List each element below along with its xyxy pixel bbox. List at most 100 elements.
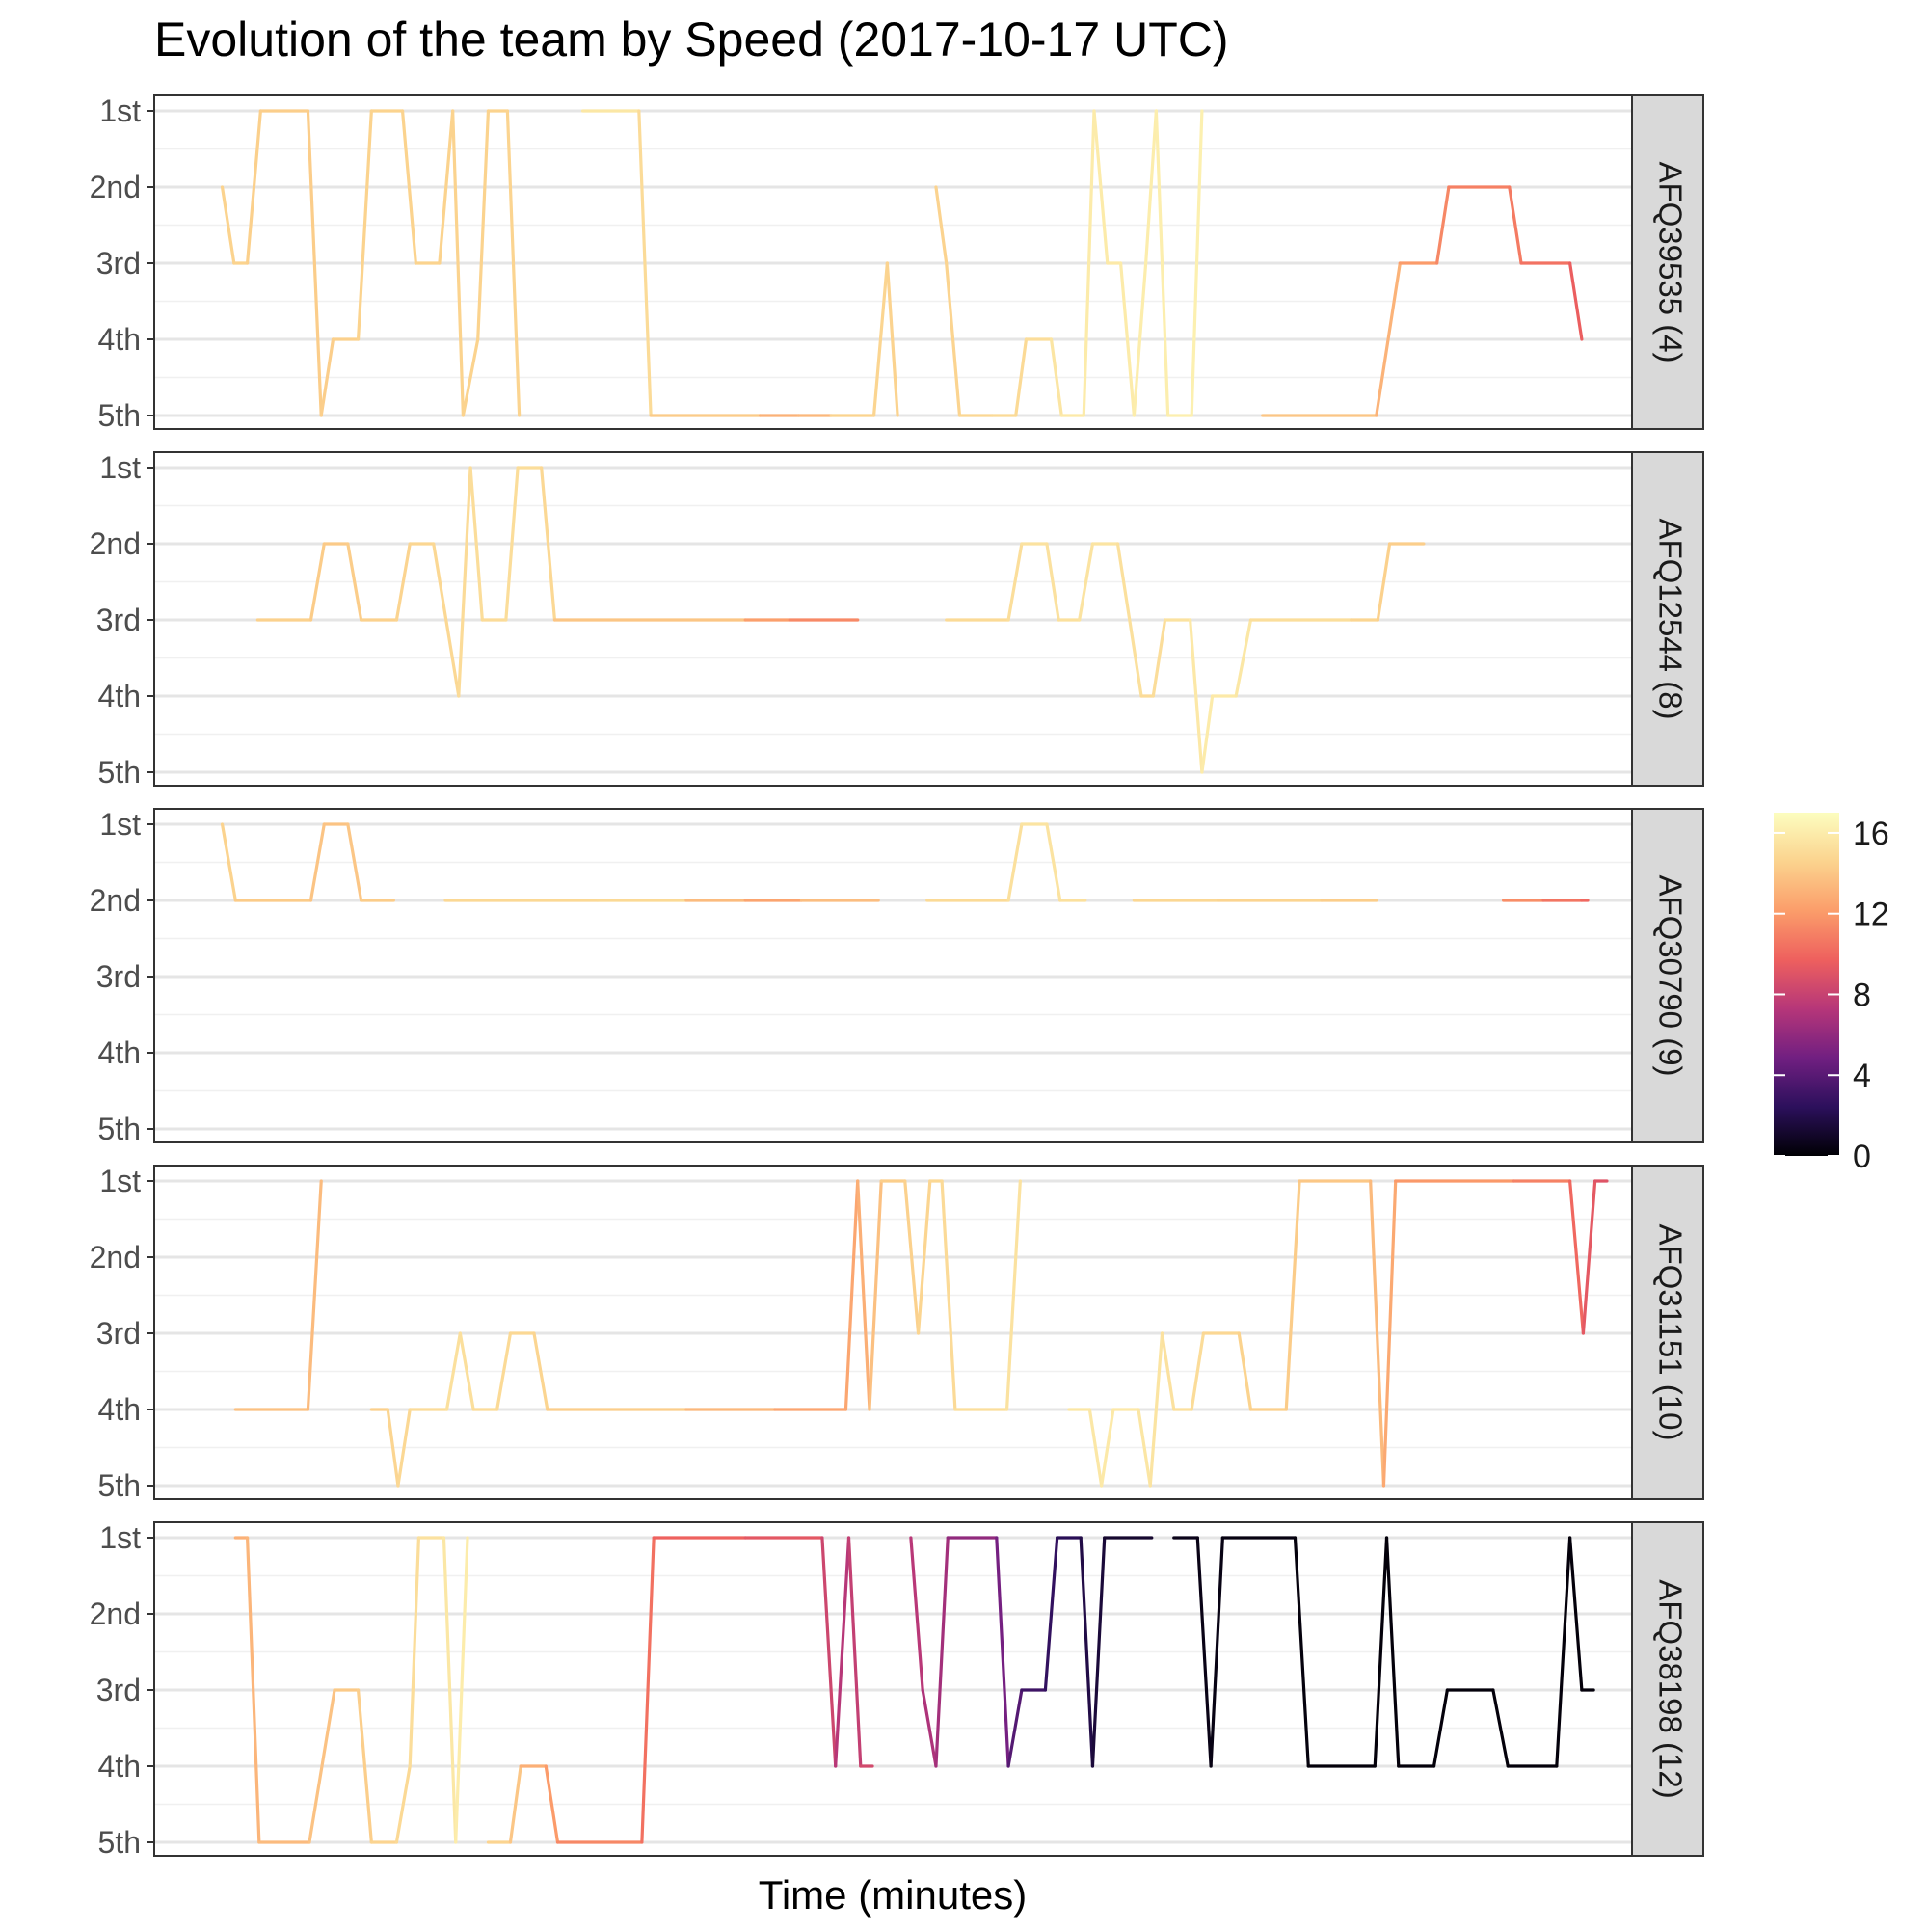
line-segment bbox=[1491, 1688, 1510, 1768]
line-segment bbox=[1148, 1331, 1164, 1488]
line-segment bbox=[394, 542, 412, 622]
series-line bbox=[220, 822, 395, 902]
line-segment bbox=[640, 1536, 656, 1844]
line-segment bbox=[1115, 542, 1143, 698]
line-segment bbox=[1078, 542, 1095, 622]
line-segment bbox=[306, 1179, 323, 1411]
line-segment bbox=[540, 466, 557, 622]
line-segment bbox=[1381, 1179, 1398, 1488]
line-segment bbox=[245, 1536, 261, 1844]
y-tick-label: 5th bbox=[98, 1112, 141, 1146]
line-segment bbox=[834, 1536, 851, 1768]
line-segment bbox=[544, 1764, 560, 1844]
line-segment bbox=[1195, 1536, 1213, 1768]
series-line bbox=[1261, 185, 1584, 417]
line-segment bbox=[1369, 1179, 1386, 1488]
line-segment bbox=[1189, 618, 1204, 774]
chart-title: Evolution of the team by Speed (2017-10-… bbox=[154, 13, 1229, 67]
line-segment bbox=[1384, 1536, 1401, 1768]
y-tick-label: 1st bbox=[99, 450, 141, 485]
y-tick-label: 3rd bbox=[96, 1673, 141, 1707]
y-tick-label: 3rd bbox=[96, 246, 141, 281]
series-line bbox=[233, 1179, 323, 1411]
line-segment bbox=[1079, 1536, 1095, 1768]
line-segment bbox=[1432, 1688, 1449, 1768]
line-segment bbox=[1049, 337, 1063, 417]
line-segment bbox=[871, 261, 889, 417]
y-tick-label: 5th bbox=[98, 755, 141, 790]
line-segment bbox=[451, 109, 465, 417]
line-segment bbox=[1375, 261, 1402, 417]
line-segment bbox=[1373, 1536, 1389, 1768]
line-segment bbox=[308, 1688, 336, 1844]
line-segment bbox=[868, 1179, 883, 1411]
colorbar-tick-label: 12 bbox=[1853, 897, 1889, 933]
series-line bbox=[1172, 1536, 1595, 1768]
line-segment bbox=[1237, 1331, 1253, 1411]
colorbar-tick-label: 0 bbox=[1853, 1139, 1871, 1175]
line-segment bbox=[1581, 1179, 1597, 1335]
line-segment bbox=[1132, 261, 1148, 417]
y-tick-label: 2nd bbox=[90, 170, 141, 204]
facet-strip-label: AFQ39535 (4) bbox=[1652, 161, 1688, 362]
facet-strip bbox=[1631, 451, 1704, 787]
line-segment bbox=[442, 1536, 458, 1844]
line-segment bbox=[945, 261, 962, 417]
colorbar-tick-label: 16 bbox=[1853, 816, 1889, 852]
y-tick-label: 1st bbox=[99, 1164, 141, 1198]
series-line bbox=[220, 109, 522, 417]
y-tick-label: 3rd bbox=[96, 603, 141, 637]
line-segment bbox=[532, 1331, 549, 1411]
line-segment bbox=[1568, 1536, 1584, 1692]
line-segment bbox=[1284, 1179, 1301, 1411]
facet-strip bbox=[1631, 808, 1704, 1143]
line-segment bbox=[245, 109, 262, 265]
series-line bbox=[925, 822, 1087, 902]
line-segment bbox=[1006, 822, 1024, 902]
y-tick-label: 1st bbox=[99, 1520, 141, 1555]
line-segment bbox=[1004, 1179, 1022, 1411]
line-segment bbox=[1144, 109, 1158, 265]
series-line bbox=[255, 466, 860, 698]
series-line bbox=[934, 109, 1204, 417]
line-segment bbox=[394, 1764, 412, 1844]
line-segment bbox=[1092, 109, 1110, 265]
series-line bbox=[1067, 1179, 1609, 1488]
line-segment bbox=[319, 337, 335, 417]
facet-strip bbox=[1631, 1521, 1704, 1857]
panel: 1st 2nd 3rd 4th 5th AFQ31151 (10) bbox=[90, 1164, 1704, 1503]
line-segment bbox=[1045, 542, 1060, 622]
line-segment bbox=[356, 1688, 373, 1844]
facet-strip-label: AFQ38198 (12) bbox=[1652, 1579, 1688, 1798]
line-segment bbox=[1376, 542, 1392, 622]
facet-strip-label: AFQ30790 (9) bbox=[1652, 874, 1688, 1076]
line-segment bbox=[346, 542, 363, 622]
line-segment bbox=[346, 822, 363, 902]
line-segment bbox=[1568, 261, 1584, 341]
line-segment bbox=[903, 1179, 921, 1335]
y-tick-label: 4th bbox=[98, 1392, 141, 1427]
line-segment bbox=[495, 1331, 513, 1411]
line-segment bbox=[846, 1536, 863, 1768]
line-segment bbox=[637, 109, 653, 417]
y-tick-label: 5th bbox=[98, 398, 141, 433]
line-segment bbox=[504, 466, 520, 622]
colorbar-gradient bbox=[1774, 813, 1839, 1156]
line-segment bbox=[457, 466, 472, 698]
line-segment bbox=[432, 542, 461, 698]
line-segment bbox=[1209, 1536, 1224, 1768]
line-segment bbox=[885, 261, 899, 417]
line-segment bbox=[356, 109, 373, 341]
panel: 1st 2nd 3rd 4th 5th AFQ38198 (12) bbox=[90, 1520, 1704, 1860]
facet-strip bbox=[1631, 1165, 1704, 1500]
line-segment bbox=[843, 1179, 860, 1411]
line-segment bbox=[1555, 1536, 1572, 1768]
line-segment bbox=[1082, 109, 1096, 417]
line-segment bbox=[820, 1536, 838, 1768]
y-tick-label: 4th bbox=[98, 322, 141, 357]
line-segment bbox=[1200, 694, 1215, 774]
line-segment bbox=[308, 822, 326, 902]
panels: 1st 2nd 3rd 4th 5th AFQ39535 (4) 1st 2nd 3rd 4th 5… bbox=[90, 94, 1704, 1860]
line-segment bbox=[438, 109, 455, 265]
line-segment bbox=[1435, 185, 1451, 265]
